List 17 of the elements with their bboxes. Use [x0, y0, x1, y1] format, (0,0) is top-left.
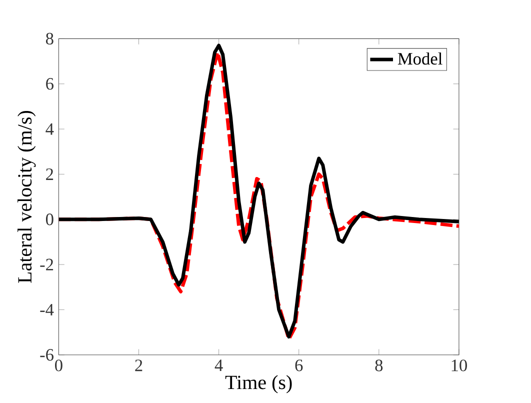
x-tick-label: 4: [214, 360, 223, 372]
y-tick-label: 0: [46, 214, 54, 226]
y-tick-label: -6: [40, 349, 54, 361]
x-tick-label: 10: [452, 360, 467, 372]
y-tick-label: -4: [40, 304, 54, 316]
x-tick-label: 6: [295, 360, 303, 372]
y-tick-label: 2: [46, 168, 54, 180]
y-tick-label: -2: [40, 258, 54, 270]
x-tick-label: 2: [135, 360, 142, 372]
y-tick-label: 6: [46, 78, 54, 90]
y-axis-title: Lateral velocity (m/s): [18, 111, 36, 283]
x-tick-label: 0: [55, 360, 62, 372]
y-tick-label: 8: [46, 32, 54, 45]
y-tick-label: 4: [46, 123, 54, 135]
legend-label: Model: [398, 52, 442, 65]
x-tick-label: 8: [375, 360, 383, 372]
x-axis-title: Time (s): [225, 375, 292, 394]
